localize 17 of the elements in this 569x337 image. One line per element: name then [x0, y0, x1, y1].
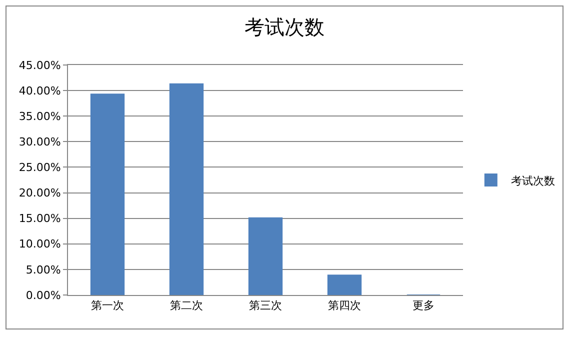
y-tick-label: 15.00% — [18, 212, 61, 226]
y-tick-label: 0.00% — [26, 288, 61, 302]
x-tick-label: 第四次 — [328, 299, 361, 312]
y-tick-label: 5.00% — [26, 263, 61, 276]
y-tick-label: 20.00% — [18, 186, 61, 200]
x-tick-label: 第三次 — [249, 299, 282, 312]
chart-title: 考试次数 — [244, 14, 324, 39]
y-tick-label: 30.00% — [18, 136, 61, 149]
y-tick-label: 25.00% — [18, 161, 61, 174]
x-tick-label: 第一次 — [91, 299, 124, 312]
y-tick-label: 35.00% — [18, 110, 61, 123]
y-tick-label: 40.00% — [18, 84, 61, 98]
x-tick-label: 更多 — [412, 299, 434, 312]
y-tick-label: 45.00% — [18, 58, 61, 72]
legend-label: 考试次数 — [510, 174, 555, 188]
y-tick-label: 10.00% — [18, 238, 61, 251]
x-tick-label: 第二次 — [170, 299, 203, 312]
